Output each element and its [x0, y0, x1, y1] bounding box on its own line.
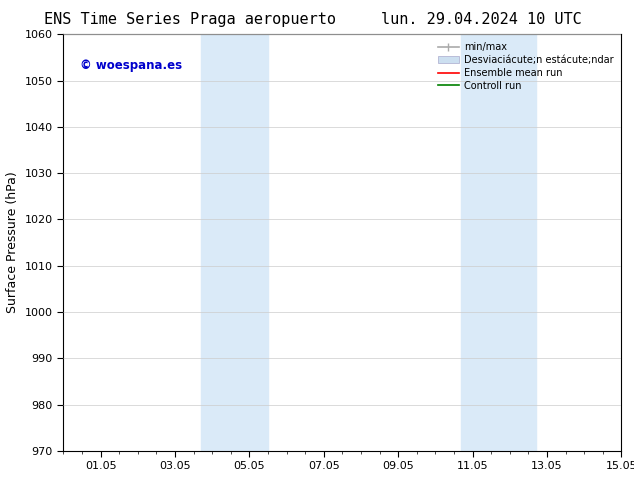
Bar [201, 34, 268, 451]
Text: lun. 29.04.2024 10 UTC: lun. 29.04.2024 10 UTC [382, 12, 582, 27]
Y-axis label: Surface Pressure (hPa): Surface Pressure (hPa) [6, 172, 19, 314]
Text: ENS Time Series Praga aeropuerto: ENS Time Series Praga aeropuerto [44, 12, 336, 27]
Legend: min/max, Desviaciácute;n estácute;ndar, Ensemble mean run, Controll run: min/max, Desviaciácute;n estácute;ndar, … [435, 39, 616, 94]
Bar [462, 34, 536, 451]
Text: © woespana.es: © woespana.es [80, 59, 182, 73]
